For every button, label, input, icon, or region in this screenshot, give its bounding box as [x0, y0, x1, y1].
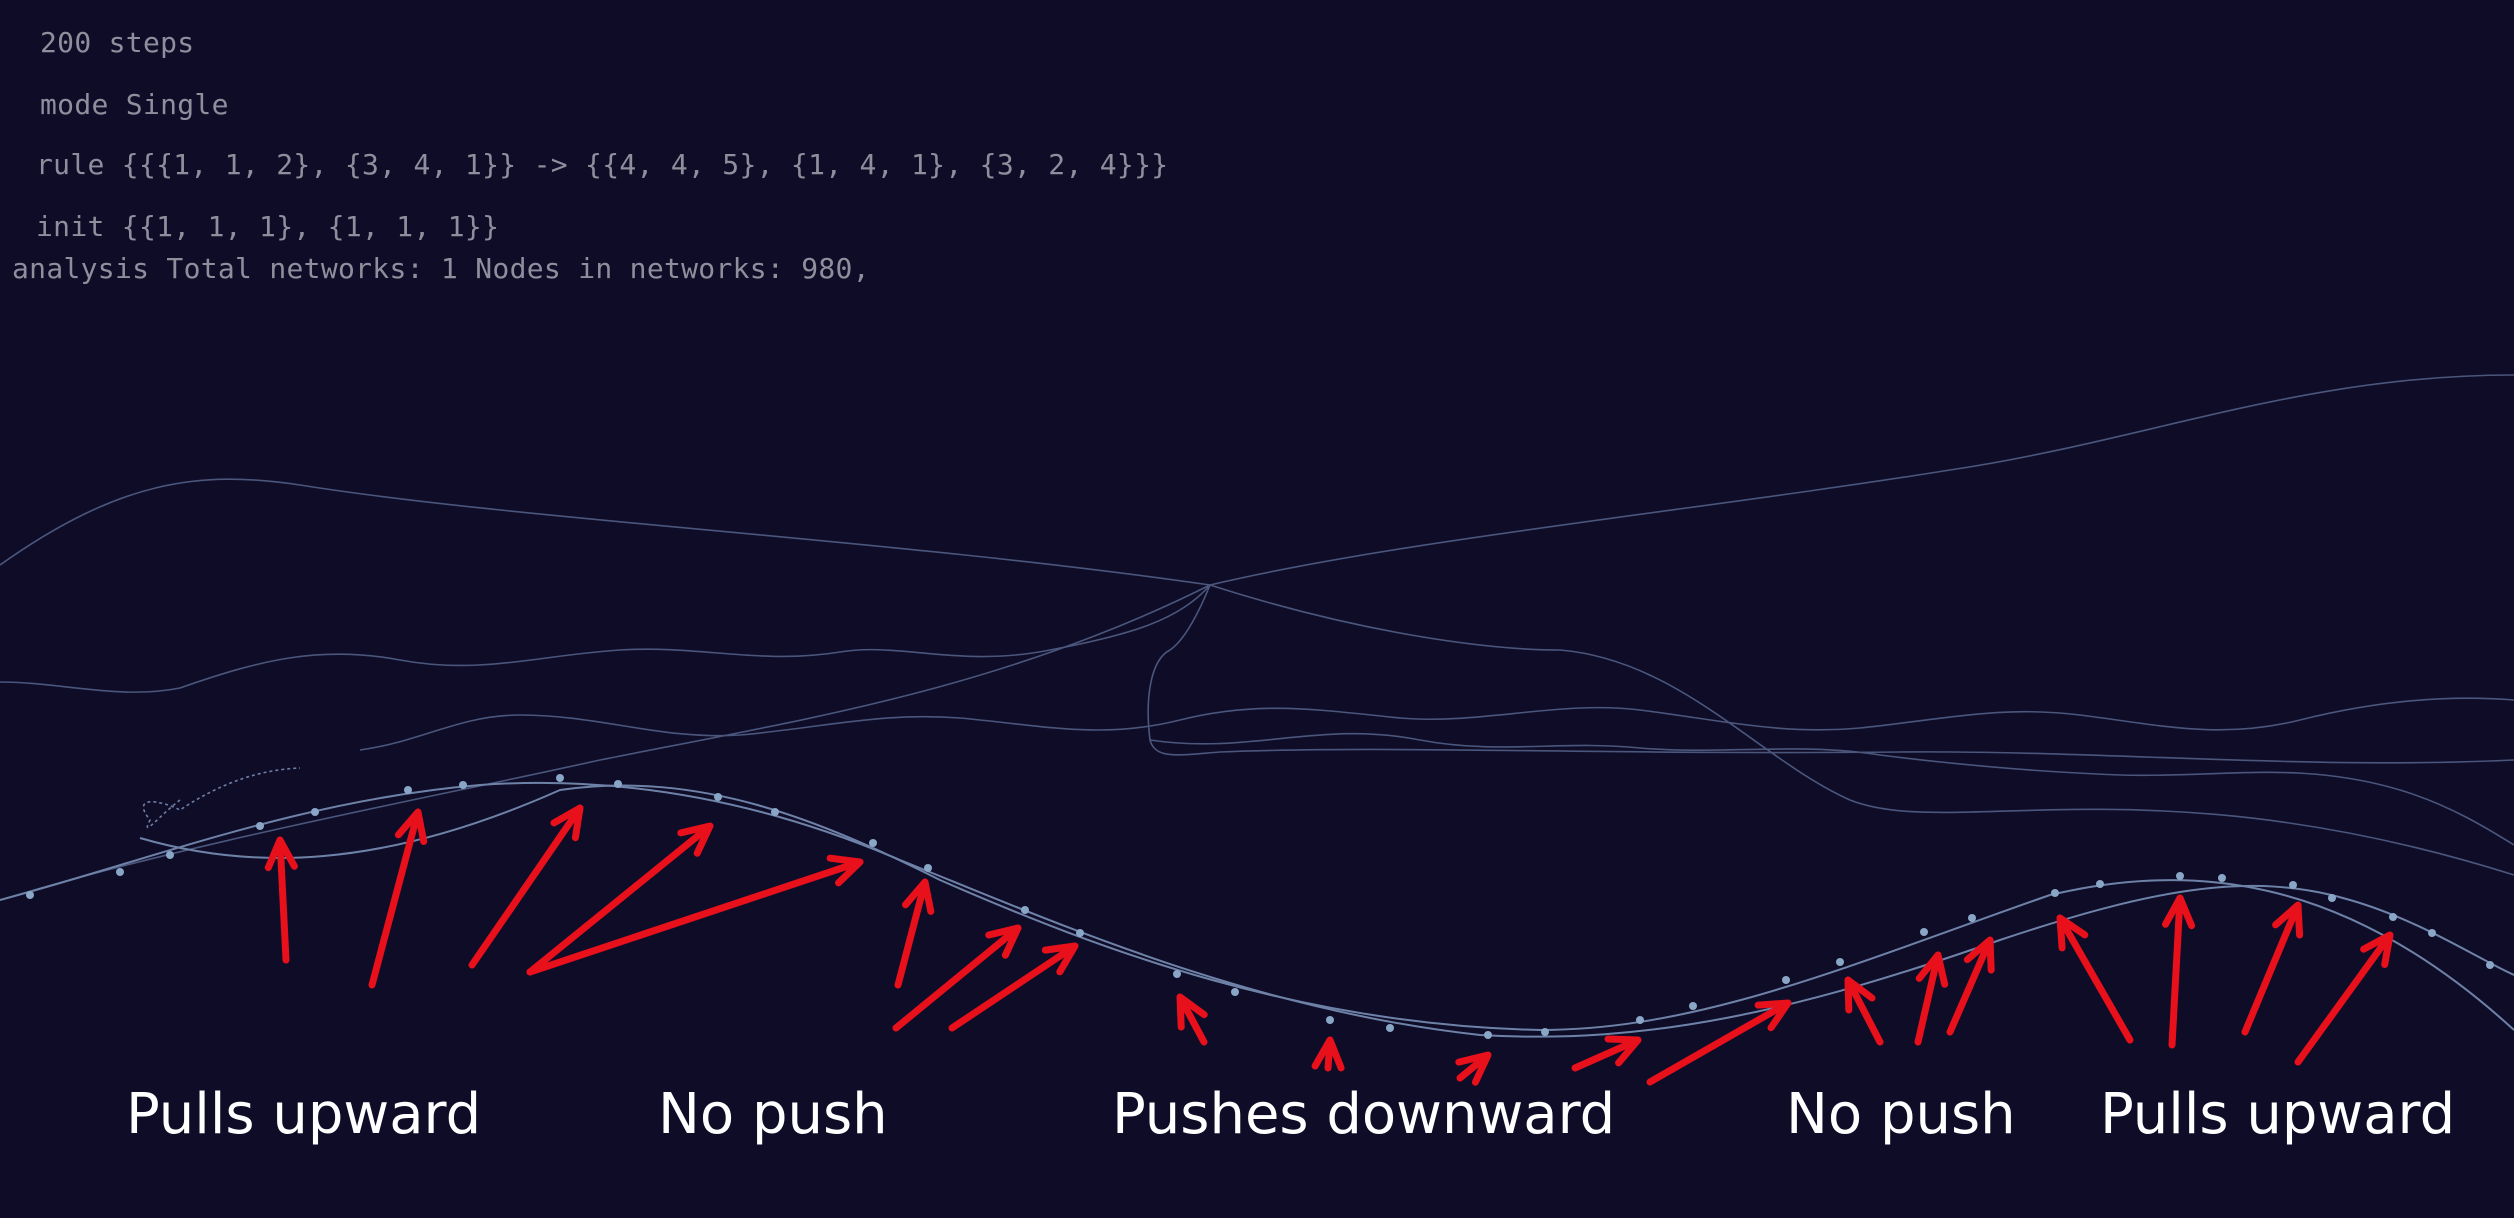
- network-node: [1173, 970, 1181, 978]
- caption-pushes-downward: Pushes downward: [1112, 1082, 1616, 1147]
- network-node: [1968, 914, 1976, 922]
- network-node: [459, 781, 467, 789]
- network-node: [2389, 913, 2397, 921]
- network-node: [1231, 988, 1239, 996]
- network-node: [26, 891, 34, 899]
- network-node: [2051, 889, 2059, 897]
- init-label: init {{1, 1, 1}, {1, 1, 1}}: [36, 210, 500, 243]
- force-arrow: [894, 878, 935, 989]
- network-node: [1836, 958, 1844, 966]
- network-node: [2428, 929, 2436, 937]
- network-node: [311, 808, 319, 816]
- strand-wave-upper: [0, 584, 1211, 693]
- force-arrow: [1571, 1035, 1642, 1072]
- network-node: [1636, 1016, 1644, 1024]
- force-arrow: [948, 942, 1079, 1032]
- force-arrow: [1844, 976, 1884, 1046]
- force-arrow: [1646, 999, 1792, 1086]
- network-node: [2289, 881, 2297, 889]
- network-node: [1689, 1002, 1697, 1010]
- force-arrow: [892, 924, 1022, 1032]
- network-node: [1326, 1016, 1334, 1024]
- strand-top-left: [0, 478, 1211, 586]
- force-arrow: [368, 808, 428, 989]
- network-node: [166, 851, 174, 859]
- network-node: [771, 808, 779, 816]
- network-node: [869, 839, 877, 847]
- caption-pulls-upward-left: Pulls upward: [126, 1082, 482, 1147]
- network-node: [2486, 961, 2494, 969]
- network-node: [614, 780, 622, 788]
- network-node: [404, 786, 412, 794]
- force-arrow: [1176, 993, 1208, 1046]
- strand-rising: [0, 584, 1211, 901]
- force-arrow: [264, 836, 298, 964]
- network-node: [2096, 880, 2104, 888]
- network-node: [714, 793, 722, 801]
- network-node: [1021, 906, 1029, 914]
- analysis-label: analysis Total networks: 1 Nodes in netw…: [12, 252, 870, 285]
- strand-wave-middle: [359, 697, 2514, 751]
- strand-top-right: [1209, 374, 2514, 586]
- network-nodes: [26, 774, 2494, 1039]
- caption-no-push-right: No push: [1786, 1082, 2016, 1147]
- network-node: [1484, 1031, 1492, 1039]
- rule-label: rule {{{1, 1, 2}, {3, 4, 1}} -> {{4, 4, …: [36, 148, 1169, 181]
- network-node: [2176, 872, 2184, 880]
- network-node: [1076, 929, 1084, 937]
- background-strands: [0, 374, 2514, 901]
- network-node: [116, 868, 124, 876]
- mode-label: mode Single: [40, 88, 229, 121]
- network-node: [1782, 976, 1790, 984]
- caption-no-push-left: No push: [658, 1082, 888, 1147]
- network-node: [256, 822, 264, 830]
- force-arrow: [1455, 1051, 1492, 1086]
- force-arrow: [2162, 894, 2196, 1049]
- force-arrow: [526, 854, 864, 976]
- network-node: [1920, 928, 1928, 936]
- force-arrows: [264, 804, 2394, 1086]
- caption-pulls-upward-right: Pulls upward: [2100, 1082, 2456, 1147]
- network-node: [1386, 1024, 1394, 1032]
- force-arrow: [1914, 951, 1949, 1046]
- strand-loop: [1147, 584, 2514, 764]
- network-node: [556, 774, 564, 782]
- steps-label: 200 steps: [40, 26, 195, 59]
- network-node: [2218, 874, 2226, 882]
- force-arrow: [1946, 936, 1995, 1036]
- force-arrow: [2241, 901, 2304, 1036]
- network-node: [924, 864, 932, 872]
- force-arrow: [2056, 914, 2134, 1044]
- main-network-wave: [0, 781, 2514, 1038]
- force-arrow: [468, 804, 584, 969]
- force-arrow: [2294, 931, 2394, 1066]
- dotted-hook: [142, 767, 301, 829]
- strand-wave-lower: [1149, 732, 2514, 846]
- force-arrow: [526, 822, 714, 976]
- strand-cross-down: [1209, 584, 2514, 876]
- network-node: [1541, 1028, 1549, 1036]
- force-arrow: [1311, 1036, 1345, 1072]
- network-node: [2328, 894, 2336, 902]
